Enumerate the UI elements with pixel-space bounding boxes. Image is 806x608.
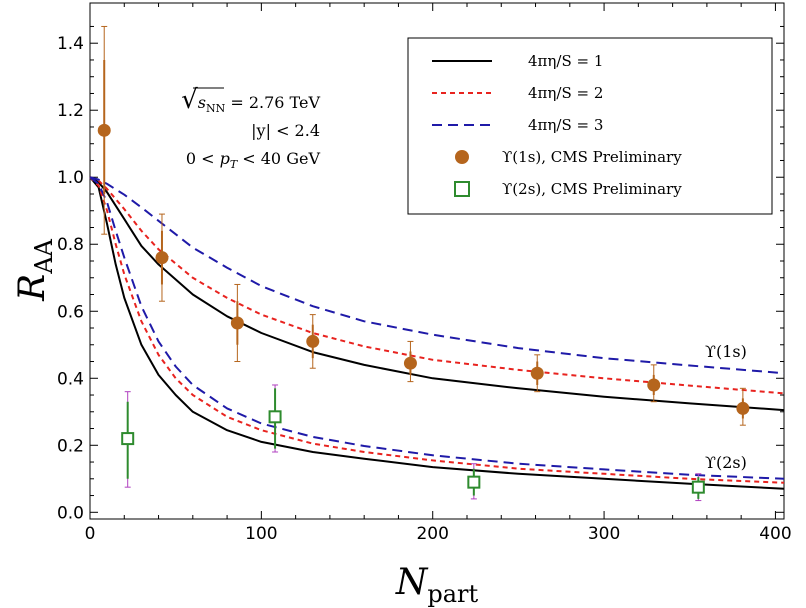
legend-label: ϒ(1s), CMS Preliminary	[502, 148, 682, 166]
upsilon-1s-point	[155, 251, 169, 265]
x-tick-label: 0	[85, 524, 96, 544]
x-tick-label: 300	[588, 524, 620, 544]
pt-suffix: < 40 GeV	[237, 149, 320, 168]
y-axis-title-sub: AA	[30, 238, 58, 274]
upsilon-1s-point	[97, 123, 111, 137]
x-axis-title-main: N	[395, 562, 429, 603]
legend-marker-square	[454, 181, 470, 197]
legend-marker-circle	[455, 150, 469, 164]
legend-label: 4πη/S = 3	[528, 116, 603, 134]
curve-line	[89, 176, 785, 484]
upsilon-2s-point	[691, 480, 705, 494]
y-axis-title: RAA	[12, 238, 58, 301]
annotation-block: √sNN = 2.76 TeV |y| < 2.4 0 < pT < 40 Ge…	[181, 85, 320, 171]
x-tick-label: 400	[759, 524, 791, 544]
y-tick-label: 1.2	[57, 101, 84, 121]
upsilon-1s-point	[647, 378, 661, 392]
upsilon-1s-point	[736, 401, 750, 415]
curve-line	[89, 176, 785, 412]
upsilon-1s-point	[230, 316, 244, 330]
curve-line	[89, 176, 785, 375]
y-tick-label: 0.4	[57, 369, 84, 389]
legend-label: ϒ(2s), CMS Preliminary	[502, 180, 682, 198]
energy-var: s	[198, 93, 206, 112]
y-tick-label: 1.0	[57, 168, 84, 188]
x-tick-label: 100	[245, 524, 277, 544]
pt-prefix: 0 <	[186, 149, 220, 168]
upsilon-2s-point	[121, 432, 135, 446]
sqrt-symbol: √	[181, 85, 198, 115]
upsilon-1s-point	[530, 366, 544, 380]
curve-line	[89, 176, 785, 480]
data-points	[97, 25, 750, 502]
pt-var: p	[220, 149, 230, 168]
y-tick-label: 0.8	[57, 235, 84, 255]
upsilon-2s-point	[467, 475, 481, 489]
y-tick-label: 0.2	[57, 436, 84, 456]
x-axis-title-sub: part	[427, 580, 478, 608]
curve-label-1s: ϒ(1s)	[705, 342, 747, 361]
y-tick-label: 1.4	[57, 34, 84, 54]
annotation-rapidity: |y| < 2.4	[251, 121, 320, 140]
legend-label: 4πη/S = 1	[528, 52, 603, 70]
legend-items: 4πη/S = 1 4πη/S = 2 4πη/S = 3 ϒ(1s), CMS Pr…	[432, 52, 682, 198]
energy-value: = 2.76 TeV	[225, 93, 320, 112]
annotation-pt: 0 < pT < 40 GeV	[186, 149, 321, 171]
legend-label: 4πη/S = 2	[528, 84, 603, 102]
x-tick-label: 200	[416, 524, 448, 544]
energy-sub: NN	[206, 102, 226, 115]
x-axis-title: Npart	[395, 562, 479, 608]
y-axis-title-main: R	[12, 274, 53, 302]
upsilon-2s-point	[268, 410, 282, 424]
curve-line	[89, 176, 785, 490]
y-tick-label: 0.0	[57, 503, 84, 523]
curve-label-2s: ϒ(2s)	[705, 453, 747, 472]
upsilon-1s-point	[306, 334, 320, 348]
y-tick-label: 0.6	[57, 302, 84, 322]
pt-sub: T	[230, 158, 239, 171]
legend: 4πη/S = 1 4πη/S = 2 4πη/S = 3 ϒ(1s), CMS Pr…	[407, 37, 773, 215]
axis-ticks: 0 100 200 300 400 0.0 0.2 0.4 0.6 0.8 1.0 1.2 1.4	[57, 3, 792, 544]
model-curves	[89, 176, 785, 490]
annotation-energy: √sNN = 2.76 TeV	[181, 85, 320, 115]
upsilon-1s-point	[403, 356, 417, 370]
